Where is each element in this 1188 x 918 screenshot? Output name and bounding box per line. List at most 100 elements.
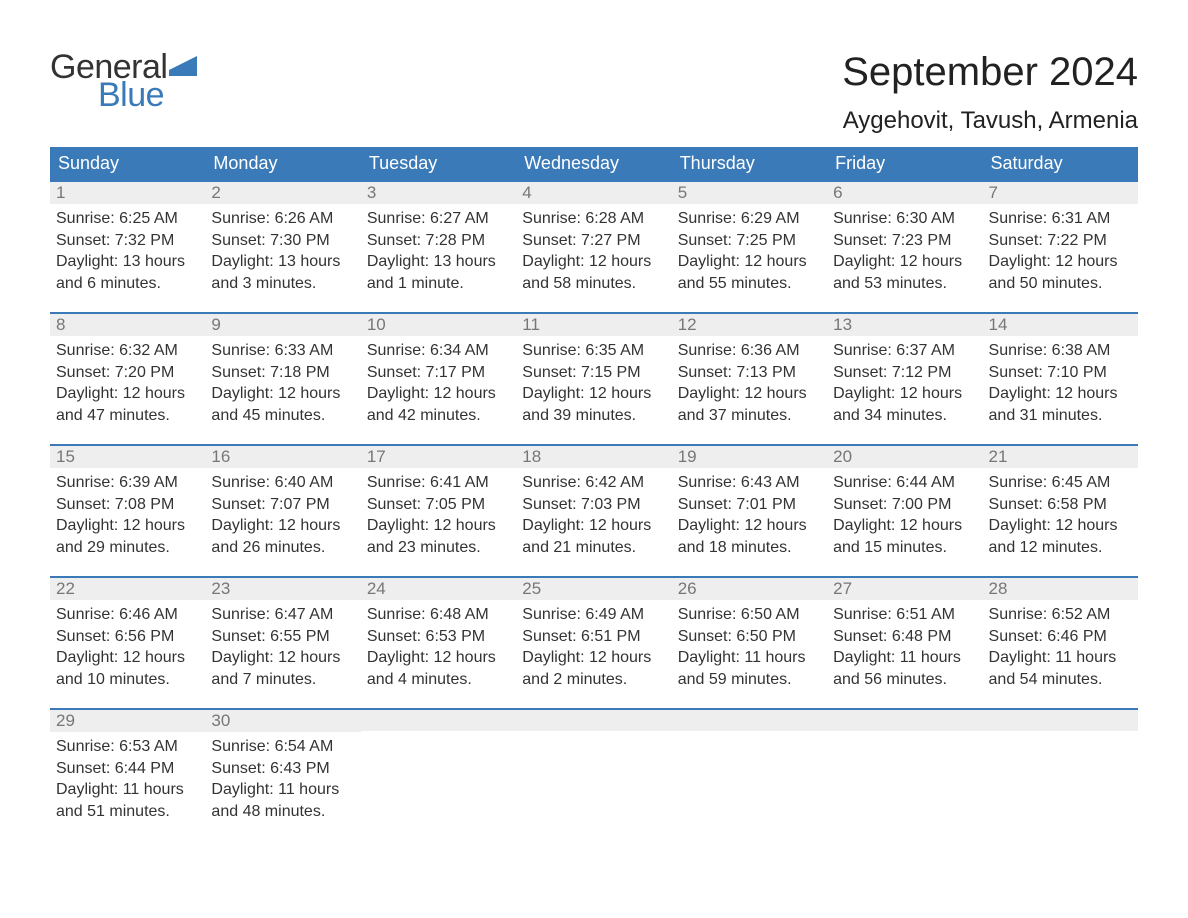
- day-content: Sunrise: 6:47 AMSunset: 6:55 PMDaylight:…: [205, 600, 360, 690]
- daylight-line: Daylight: 12 hours and 31 minutes.: [989, 383, 1132, 426]
- day-content: Sunrise: 6:44 AMSunset: 7:00 PMDaylight:…: [827, 468, 982, 558]
- day-number: 15: [50, 444, 205, 468]
- day-content: Sunrise: 6:38 AMSunset: 7:10 PMDaylight:…: [983, 336, 1138, 426]
- day-content: Sunrise: 6:26 AMSunset: 7:30 PMDaylight:…: [205, 204, 360, 294]
- sunrise-line: Sunrise: 6:36 AM: [678, 340, 821, 362]
- calendar-cell: 30Sunrise: 6:54 AMSunset: 6:43 PMDayligh…: [205, 708, 360, 840]
- sunrise-line: Sunrise: 6:28 AM: [522, 208, 665, 230]
- day-content: Sunrise: 6:53 AMSunset: 6:44 PMDaylight:…: [50, 732, 205, 822]
- calendar-cell: 9Sunrise: 6:33 AMSunset: 7:18 PMDaylight…: [205, 312, 360, 444]
- daylight-line: Daylight: 12 hours and 18 minutes.: [678, 515, 821, 558]
- day-content: Sunrise: 6:27 AMSunset: 7:28 PMDaylight:…: [361, 204, 516, 294]
- day-content: Sunrise: 6:42 AMSunset: 7:03 PMDaylight:…: [516, 468, 671, 558]
- sunset-line: Sunset: 7:00 PM: [833, 494, 976, 516]
- calendar-cell: 4Sunrise: 6:28 AMSunset: 7:27 PMDaylight…: [516, 180, 671, 312]
- day-number: 5: [672, 180, 827, 204]
- day-content: Sunrise: 6:32 AMSunset: 7:20 PMDaylight:…: [50, 336, 205, 426]
- sunset-line: Sunset: 6:55 PM: [211, 626, 354, 648]
- calendar-row: 29Sunrise: 6:53 AMSunset: 6:44 PMDayligh…: [50, 708, 1138, 840]
- day-number: 6: [827, 180, 982, 204]
- header: General Blue September 2024 Aygehovit, T…: [50, 50, 1138, 135]
- sunset-line: Sunset: 7:22 PM: [989, 230, 1132, 252]
- day-content: Sunrise: 6:54 AMSunset: 6:43 PMDaylight:…: [205, 732, 360, 822]
- daylight-line: Daylight: 11 hours and 48 minutes.: [211, 779, 354, 822]
- calendar-cell: 10Sunrise: 6:34 AMSunset: 7:17 PMDayligh…: [361, 312, 516, 444]
- sunset-line: Sunset: 6:58 PM: [989, 494, 1132, 516]
- sunrise-line: Sunrise: 6:42 AM: [522, 472, 665, 494]
- day-number: 12: [672, 312, 827, 336]
- calendar-cell: 7Sunrise: 6:31 AMSunset: 7:22 PMDaylight…: [983, 180, 1138, 312]
- sunrise-line: Sunrise: 6:31 AM: [989, 208, 1132, 230]
- sunset-line: Sunset: 7:17 PM: [367, 362, 510, 384]
- sunrise-line: Sunrise: 6:49 AM: [522, 604, 665, 626]
- daylight-line: Daylight: 12 hours and 12 minutes.: [989, 515, 1132, 558]
- calendar-table: Sunday Monday Tuesday Wednesday Thursday…: [50, 147, 1138, 840]
- sunset-line: Sunset: 7:30 PM: [211, 230, 354, 252]
- sunrise-line: Sunrise: 6:43 AM: [678, 472, 821, 494]
- calendar-cell: 14Sunrise: 6:38 AMSunset: 7:10 PMDayligh…: [983, 312, 1138, 444]
- calendar-cell: 12Sunrise: 6:36 AMSunset: 7:13 PMDayligh…: [672, 312, 827, 444]
- daylight-line: Daylight: 12 hours and 58 minutes.: [522, 251, 665, 294]
- page: General Blue September 2024 Aygehovit, T…: [0, 0, 1188, 840]
- sunset-line: Sunset: 6:48 PM: [833, 626, 976, 648]
- day-number: 2: [205, 180, 360, 204]
- day-content: Sunrise: 6:40 AMSunset: 7:07 PMDaylight:…: [205, 468, 360, 558]
- sunset-line: Sunset: 6:53 PM: [367, 626, 510, 648]
- title-block: September 2024 Aygehovit, Tavush, Armeni…: [842, 50, 1138, 135]
- sunrise-line: Sunrise: 6:52 AM: [989, 604, 1132, 626]
- weekday-header: Friday: [827, 147, 982, 180]
- daylight-line: Daylight: 12 hours and 29 minutes.: [56, 515, 199, 558]
- sunrise-line: Sunrise: 6:29 AM: [678, 208, 821, 230]
- day-content: Sunrise: 6:35 AMSunset: 7:15 PMDaylight:…: [516, 336, 671, 426]
- daylight-line: Daylight: 13 hours and 3 minutes.: [211, 251, 354, 294]
- sunrise-line: Sunrise: 6:37 AM: [833, 340, 976, 362]
- daylight-line: Daylight: 12 hours and 34 minutes.: [833, 383, 976, 426]
- daylight-line: Daylight: 12 hours and 45 minutes.: [211, 383, 354, 426]
- calendar-cell: 3Sunrise: 6:27 AMSunset: 7:28 PMDaylight…: [361, 180, 516, 312]
- day-number: 18: [516, 444, 671, 468]
- sunset-line: Sunset: 7:25 PM: [678, 230, 821, 252]
- day-number: 24: [361, 576, 516, 600]
- day-number: 7: [983, 180, 1138, 204]
- sunset-line: Sunset: 6:50 PM: [678, 626, 821, 648]
- empty-day: [672, 708, 827, 731]
- day-content: Sunrise: 6:33 AMSunset: 7:18 PMDaylight:…: [205, 336, 360, 426]
- calendar-cell: 1Sunrise: 6:25 AMSunset: 7:32 PMDaylight…: [50, 180, 205, 312]
- sunrise-line: Sunrise: 6:38 AM: [989, 340, 1132, 362]
- logo: General Blue: [50, 50, 197, 112]
- daylight-line: Daylight: 12 hours and 21 minutes.: [522, 515, 665, 558]
- calendar-cell: 24Sunrise: 6:48 AMSunset: 6:53 PMDayligh…: [361, 576, 516, 708]
- sunset-line: Sunset: 6:51 PM: [522, 626, 665, 648]
- day-number: 11: [516, 312, 671, 336]
- daylight-line: Daylight: 12 hours and 39 minutes.: [522, 383, 665, 426]
- sunset-line: Sunset: 6:56 PM: [56, 626, 199, 648]
- sunset-line: Sunset: 7:28 PM: [367, 230, 510, 252]
- day-number: 4: [516, 180, 671, 204]
- sunrise-line: Sunrise: 6:27 AM: [367, 208, 510, 230]
- day-content: Sunrise: 6:41 AMSunset: 7:05 PMDaylight:…: [361, 468, 516, 558]
- daylight-line: Daylight: 12 hours and 55 minutes.: [678, 251, 821, 294]
- calendar-cell: 8Sunrise: 6:32 AMSunset: 7:20 PMDaylight…: [50, 312, 205, 444]
- weekday-header-row: Sunday Monday Tuesday Wednesday Thursday…: [50, 147, 1138, 180]
- daylight-line: Daylight: 11 hours and 59 minutes.: [678, 647, 821, 690]
- day-content: Sunrise: 6:36 AMSunset: 7:13 PMDaylight:…: [672, 336, 827, 426]
- calendar-cell: 21Sunrise: 6:45 AMSunset: 6:58 PMDayligh…: [983, 444, 1138, 576]
- calendar-cell: [827, 708, 982, 840]
- day-content: Sunrise: 6:52 AMSunset: 6:46 PMDaylight:…: [983, 600, 1138, 690]
- day-number: 9: [205, 312, 360, 336]
- sunrise-line: Sunrise: 6:30 AM: [833, 208, 976, 230]
- sunrise-line: Sunrise: 6:41 AM: [367, 472, 510, 494]
- calendar-row: 1Sunrise: 6:25 AMSunset: 7:32 PMDaylight…: [50, 180, 1138, 312]
- day-number: 1: [50, 180, 205, 204]
- daylight-line: Daylight: 11 hours and 54 minutes.: [989, 647, 1132, 690]
- daylight-line: Daylight: 11 hours and 56 minutes.: [833, 647, 976, 690]
- sunset-line: Sunset: 7:01 PM: [678, 494, 821, 516]
- day-content: Sunrise: 6:43 AMSunset: 7:01 PMDaylight:…: [672, 468, 827, 558]
- day-content: Sunrise: 6:45 AMSunset: 6:58 PMDaylight:…: [983, 468, 1138, 558]
- day-content: Sunrise: 6:29 AMSunset: 7:25 PMDaylight:…: [672, 204, 827, 294]
- calendar-row: 22Sunrise: 6:46 AMSunset: 6:56 PMDayligh…: [50, 576, 1138, 708]
- day-number: 20: [827, 444, 982, 468]
- sunrise-line: Sunrise: 6:40 AM: [211, 472, 354, 494]
- sunrise-line: Sunrise: 6:32 AM: [56, 340, 199, 362]
- calendar-cell: 23Sunrise: 6:47 AMSunset: 6:55 PMDayligh…: [205, 576, 360, 708]
